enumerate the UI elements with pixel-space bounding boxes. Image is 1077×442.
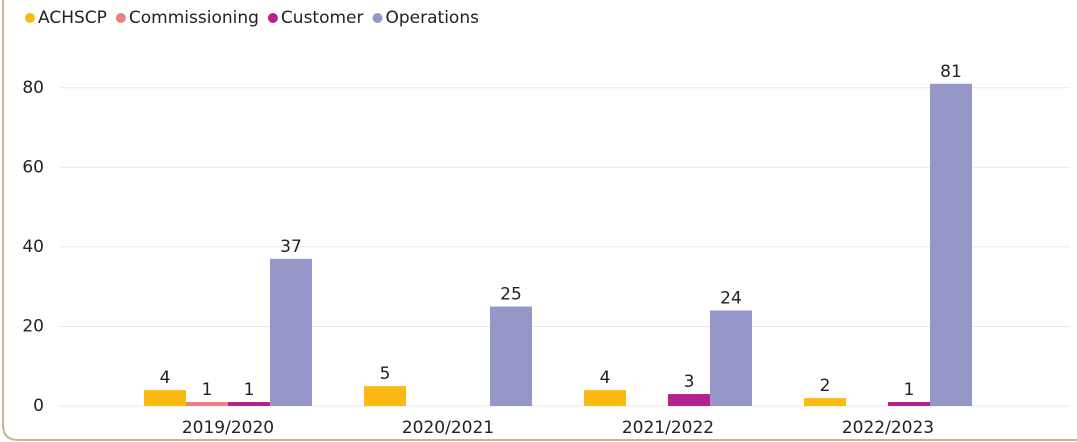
bar — [490, 306, 532, 406]
bar — [228, 402, 270, 406]
legend-marker — [267, 13, 278, 23]
bar — [804, 398, 846, 406]
legend-label: Customer — [281, 8, 364, 28]
bar — [888, 402, 930, 406]
x-tick-label: 2020/2021 — [402, 418, 494, 438]
y-tick-label: 20 — [22, 316, 44, 336]
legend-marker — [115, 13, 126, 23]
y-tick-label: 40 — [22, 237, 44, 257]
bar — [186, 402, 228, 406]
x-tick-label: 2021/2022 — [622, 418, 714, 438]
y-tick-label: 60 — [22, 157, 44, 177]
value-label: 1 — [202, 380, 213, 400]
bar — [710, 310, 752, 406]
legend-marker — [25, 13, 35, 23]
value-label: 3 — [684, 372, 695, 392]
value-label: 4 — [160, 368, 171, 388]
legend-label: Operations — [386, 8, 480, 28]
x-tick-label: 2022/2023 — [842, 418, 934, 438]
y-tick-label: 80 — [22, 78, 44, 98]
value-label: 4 — [600, 368, 611, 388]
value-label: 1 — [904, 380, 915, 400]
legend-label: ACHSCP — [38, 8, 107, 28]
value-label: 24 — [720, 289, 742, 309]
bar — [364, 386, 406, 406]
bar — [584, 390, 626, 406]
value-label: 81 — [940, 62, 962, 82]
bar — [930, 83, 972, 407]
legend-label: Commissioning — [129, 8, 259, 28]
bar — [270, 258, 312, 406]
x-tick-label: 2019/2020 — [182, 418, 274, 438]
y-tick-label: 0 — [33, 396, 44, 416]
legend-marker — [372, 13, 383, 23]
value-label: 5 — [380, 364, 391, 384]
bar — [144, 390, 186, 406]
value-label: 37 — [280, 237, 302, 257]
value-label: 1 — [244, 380, 255, 400]
value-label: 2 — [820, 376, 831, 396]
bar — [668, 394, 710, 406]
value-label: 25 — [500, 285, 522, 305]
